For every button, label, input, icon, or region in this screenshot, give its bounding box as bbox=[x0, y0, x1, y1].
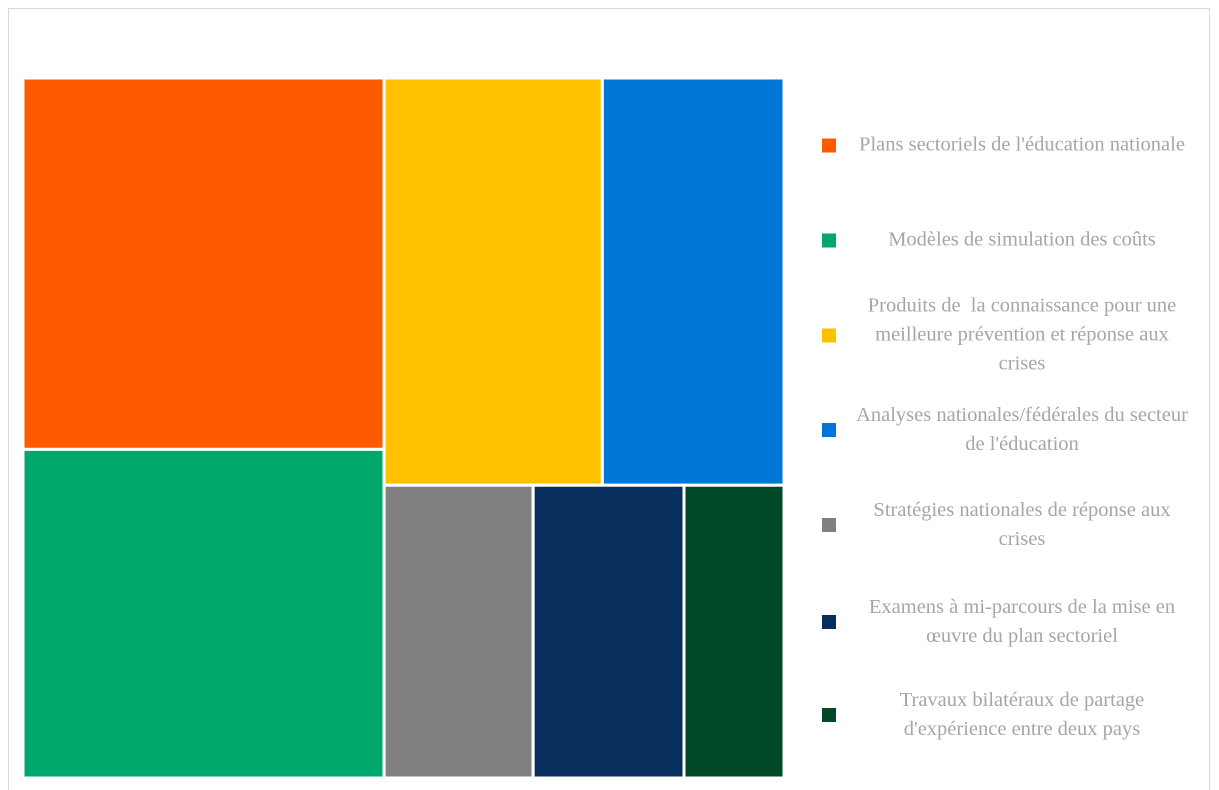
legend-item: Travaux bilatéraux de partage d'expérien… bbox=[822, 686, 1192, 744]
treemap-cell bbox=[21, 447, 386, 780]
legend-label: Plans sectoriels de l'éducation national… bbox=[859, 133, 1185, 156]
legend-swatch bbox=[822, 615, 836, 629]
treemap-cell bbox=[682, 483, 786, 780]
legend-item: Analyses nationales/fédérales du secteur… bbox=[822, 401, 1192, 459]
treemap-cell bbox=[531, 483, 686, 780]
treemap-cell bbox=[600, 76, 786, 487]
treemap-cell bbox=[21, 76, 386, 451]
treemap-cell bbox=[382, 76, 604, 487]
legend-label: Analyses nationales/fédérales du secteur… bbox=[856, 404, 1194, 455]
chart-frame bbox=[8, 8, 1210, 790]
legend-swatch bbox=[822, 423, 836, 437]
legend-label: Travaux bilatéraux de partage d'expérien… bbox=[899, 689, 1150, 740]
legend-item: Produits de la connaissance pour une mei… bbox=[822, 292, 1192, 379]
legend-label: Produits de la connaissance pour une mei… bbox=[867, 294, 1182, 375]
legend-label: Stratégies nationales de réponse aux cri… bbox=[873, 499, 1176, 550]
legend-label: Examens à mi-parcours de la mise en œuvr… bbox=[868, 596, 1181, 647]
legend-item: Examens à mi-parcours de la mise en œuvr… bbox=[822, 593, 1192, 651]
legend-swatch bbox=[822, 328, 836, 342]
legend-swatch bbox=[822, 138, 836, 152]
legend-item: Modèles de simulation des coûts bbox=[822, 226, 1192, 255]
legend-label: Modèles de simulation des coûts bbox=[888, 228, 1156, 251]
legend-swatch bbox=[822, 518, 836, 532]
treemap-cell bbox=[382, 483, 535, 780]
legend-item: Stratégies nationales de réponse aux cri… bbox=[822, 496, 1192, 554]
legend-swatch bbox=[822, 708, 836, 722]
legend-item: Plans sectoriels de l'éducation national… bbox=[822, 131, 1192, 160]
legend-swatch bbox=[822, 233, 836, 247]
